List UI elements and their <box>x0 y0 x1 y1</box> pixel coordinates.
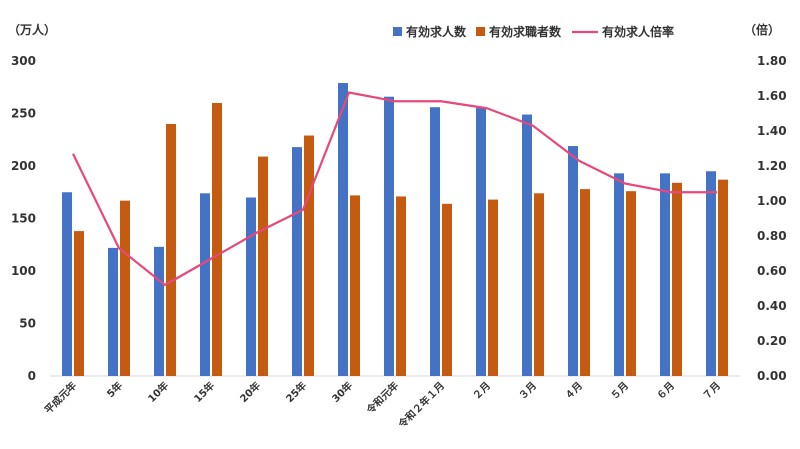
legend-label: 有効求人倍率 <box>602 24 674 39</box>
bar-job-seekers <box>304 135 314 376</box>
x-tick-label: 20年 <box>237 379 263 405</box>
y-left-unit-label: （万人） <box>8 22 56 37</box>
bar-job-openings <box>522 114 532 377</box>
y-right-tick-label: 1.40 <box>757 124 787 138</box>
x-tick-label: ４月 <box>562 380 585 403</box>
x-tick-label: 15年 <box>191 379 217 405</box>
y-right-unit-label: （倍） <box>744 22 780 37</box>
bar-job-seekers <box>258 156 268 376</box>
bar-job-seekers <box>626 191 636 376</box>
bar-job-openings <box>706 171 716 376</box>
bars <box>62 83 728 377</box>
bar-job-openings <box>476 107 486 376</box>
bar-job-seekers <box>166 124 176 376</box>
bar-job-seekers <box>534 193 544 376</box>
y-right-tick-label: 1.00 <box>757 194 787 208</box>
bar-job-openings <box>108 247 118 376</box>
bar-job-seekers <box>212 103 222 376</box>
bar-job-openings <box>62 192 72 376</box>
y-right-tick-label: 1.80 <box>757 54 787 68</box>
bar-job-seekers <box>120 200 130 376</box>
bar-job-seekers <box>396 196 406 376</box>
bar-job-openings <box>568 146 578 376</box>
x-tick-label: 30年 <box>329 379 355 405</box>
y-left-tick-label: 150 <box>11 212 36 226</box>
x-tick-label: ５月 <box>608 380 631 403</box>
legend-label: 有効求職者数 <box>489 24 562 39</box>
y-right-tick-label: 1.60 <box>757 89 787 103</box>
y-right-tick-label: 0.60 <box>757 264 787 278</box>
x-tick-label: 5年 <box>104 379 125 400</box>
x-tick-label: 10年 <box>145 379 171 405</box>
bar-job-seekers <box>488 199 498 376</box>
legend-swatch <box>476 27 485 36</box>
bar-job-seekers <box>350 195 360 376</box>
line-job-ratio <box>72 91 717 287</box>
x-tick-label: 25年 <box>283 379 309 405</box>
bar-job-seekers <box>74 231 84 376</box>
bar-job-openings <box>154 246 164 376</box>
legend-swatch <box>393 27 402 36</box>
x-tick-label: 令和２年１月 <box>395 379 447 431</box>
y-left-tick-label: 50 <box>19 317 36 331</box>
y-right-tick-label: 0.00 <box>757 369 787 383</box>
bar-job-seekers <box>442 203 452 376</box>
y-right-tick-label: 0.80 <box>757 229 787 243</box>
y-left-tick-label: 100 <box>11 264 36 278</box>
legend: 有効求人数 有効求職者数 有効求人倍率 <box>393 24 674 39</box>
y-left-tick-label: 250 <box>11 107 36 121</box>
y-right-tick-label: 0.40 <box>757 299 787 313</box>
x-tick-label: ７月 <box>700 380 723 403</box>
bar-job-seekers <box>672 182 682 376</box>
y-right-tick-label: 0.20 <box>757 334 787 348</box>
bar-job-openings <box>338 83 348 377</box>
x-tick-label: ２月 <box>470 380 493 403</box>
x-tick-label: ３月 <box>516 380 539 403</box>
y-left-tick-label: 0 <box>28 369 36 383</box>
legend-label: 有効求人数 <box>406 24 467 39</box>
bar-job-openings <box>246 197 256 376</box>
x-tick-label: 令和元年 <box>363 379 401 417</box>
y-left-tick-label: 200 <box>11 159 36 173</box>
bar-job-seekers <box>718 179 728 376</box>
x-tick-label: ６月 <box>654 380 677 403</box>
bar-job-openings <box>200 193 210 376</box>
y-left-tick-label: 300 <box>11 54 36 68</box>
bar-job-openings <box>614 173 624 376</box>
y-right-tick-label: 1.20 <box>757 159 787 173</box>
bar-job-openings <box>384 96 394 376</box>
bar-job-openings <box>660 173 670 376</box>
bar-job-seekers <box>580 189 590 376</box>
ratio-line <box>72 91 717 287</box>
bar-job-openings <box>292 147 302 376</box>
bar-job-openings <box>430 107 440 376</box>
x-tick-label: 平成元年 <box>42 379 79 416</box>
